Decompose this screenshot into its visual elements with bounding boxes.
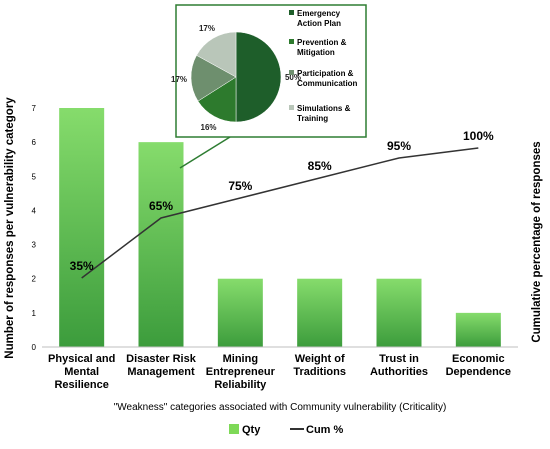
bar [297, 278, 343, 347]
legend-cum-label: Cum % [306, 424, 344, 436]
y-tick-label: 5 [32, 172, 37, 181]
bar [217, 278, 263, 347]
legend-qty-swatch [229, 424, 239, 434]
bar [455, 312, 501, 347]
y-tick-label: 6 [32, 138, 37, 147]
y-tick-label: 1 [32, 309, 37, 318]
pie-percent-label: 16% [201, 123, 217, 132]
pie-inset: 50% 16% 17% 17% Emergency Action Plan Prevent… [171, 4, 367, 138]
x-tick-label: Trust in Authorities [370, 353, 428, 378]
y-tick-label: 3 [32, 241, 37, 250]
x-tick-label: Weight of Traditions [293, 353, 346, 378]
x-tick-label: Disaster Risk Management [126, 353, 197, 378]
pie-legend-label: Simulations & Training [297, 104, 351, 123]
y-tick-label: 0 [32, 343, 37, 352]
pie-slice [197, 76, 237, 123]
x-tick-label: Physical and Mental Resilience [48, 353, 115, 391]
cum-percent-label: 85% [308, 159, 332, 173]
pie-legend-label: Emergency Action Plan [297, 9, 341, 28]
pie [190, 31, 282, 123]
pie-legend-swatch [289, 70, 294, 75]
pie-legend: Emergency Action Plan Prevention & Mitigati… [289, 9, 358, 123]
pie-slice [235, 31, 282, 123]
callout-line [179, 136, 231, 169]
pie-percent-labels: 50% 16% 17% 17% [171, 24, 301, 132]
pie-legend-swatch [289, 10, 294, 15]
y-tick-labels: 0 1 2 3 4 5 6 7 [32, 104, 37, 352]
y-tick-label: 2 [32, 275, 37, 284]
pie-legend-label: Participation & Communication [297, 69, 358, 88]
secondary-y-axis-label: Cumulative percentage of responses [531, 141, 543, 342]
bar [59, 108, 105, 347]
legend: Qty Cum % [229, 424, 344, 436]
x-tick-label: Mining Entrepreneur Reliability [206, 353, 276, 391]
cum-percent-label: 75% [228, 179, 252, 193]
pie-percent-label: 17% [199, 24, 215, 33]
y-axis-label: Number of responses per vulnerability ca… [4, 97, 16, 359]
bars [59, 108, 501, 347]
pie-percent-label: 50% [285, 73, 301, 82]
pie-percent-label: 17% [171, 75, 187, 84]
cum-percent-label: 100% [463, 129, 494, 143]
y-tick-label: 7 [32, 104, 37, 113]
pie-legend-label: Prevention & Mitigation [297, 38, 347, 57]
pie-legend-swatch [289, 39, 294, 44]
cum-percent-labels: 35% 65% 75% 85% 95% 100% [70, 129, 494, 273]
x-axis-label: "Weakness" categories associated with Co… [114, 402, 447, 413]
legend-qty-label: Qty [242, 424, 261, 436]
bar [376, 278, 422, 347]
pie-slice [196, 31, 237, 78]
x-tick-label: Economic Dependence [446, 353, 511, 378]
pie-slice [190, 54, 237, 102]
x-tick-labels: Physical and Mental Resilience Disaster Ris… [48, 353, 511, 391]
cum-percent-label: 95% [387, 139, 411, 153]
bar [138, 142, 184, 347]
cum-percent-label: 65% [149, 199, 173, 213]
pie-legend-swatch [289, 105, 294, 110]
cum-percent-line [81, 147, 479, 279]
y-tick-label: 4 [32, 206, 37, 215]
cum-percent-label: 35% [70, 259, 94, 273]
